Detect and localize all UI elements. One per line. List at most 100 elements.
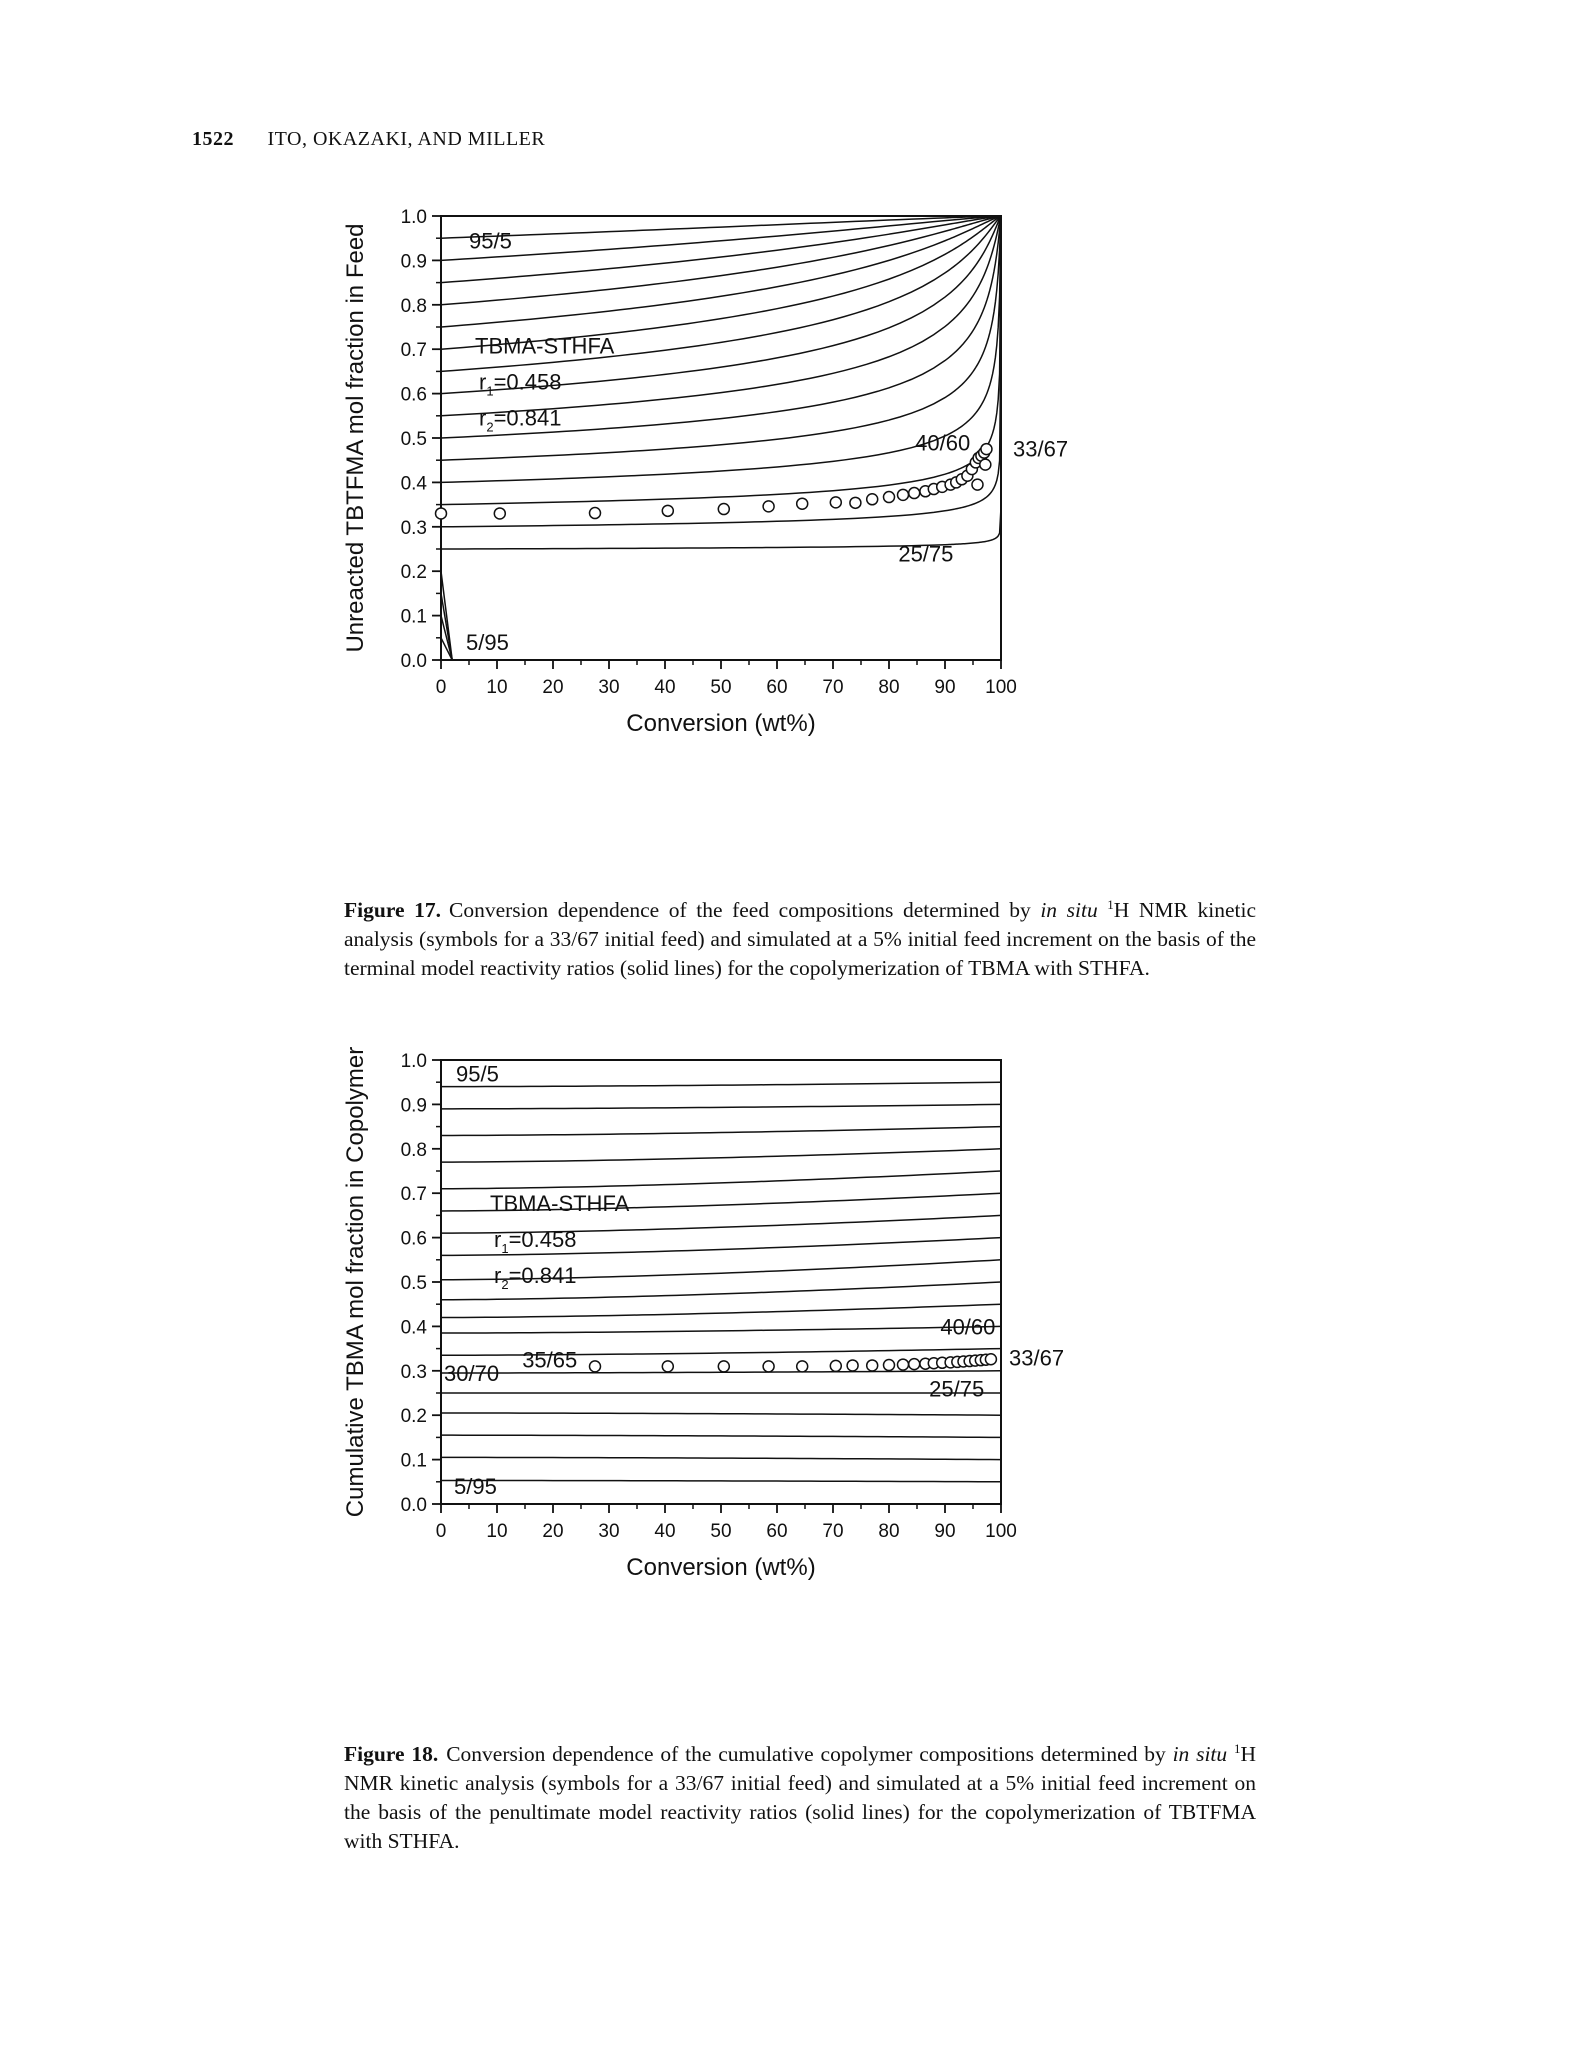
curve-label-33-67: 33/67	[1009, 1345, 1064, 1370]
y-tick-label-7: 0.7	[401, 340, 427, 361]
x-tick-label-1: 10	[486, 1521, 507, 1542]
series-line-10	[441, 1303, 1001, 1319]
x-tick-label-4: 40	[654, 677, 675, 698]
y-tick-label-6: 0.6	[401, 1229, 427, 1250]
series-line-2	[441, 216, 1001, 284]
series-line-18	[441, 637, 1001, 660]
figure-18-caption-text-2: H NMR kinetic analysis (symbols for a 33…	[344, 1742, 1256, 1853]
y-tick-label-5: 0.5	[401, 1273, 427, 1294]
y-tick-label-9: 0.9	[401, 1095, 427, 1116]
y-tick-label-10: 1.0	[401, 207, 427, 228]
data-point-10	[882, 490, 896, 504]
y-tick-label-1: 0.1	[401, 607, 427, 628]
series-line-1	[441, 216, 1001, 262]
x-tick-label-6: 60	[766, 1521, 787, 1542]
y-tick-label-0: 0.0	[401, 651, 427, 672]
r2-subscript: 2	[501, 1277, 508, 1292]
x-tick-label-9: 90	[934, 677, 955, 698]
data-point-3	[661, 504, 675, 518]
y-tick-label-2: 0.2	[401, 1406, 427, 1427]
x-tick-label-2: 20	[542, 1521, 563, 1542]
series-line-10	[441, 216, 1001, 461]
curve-label-33-67: 33/67	[1013, 436, 1068, 461]
series-line-9	[441, 1281, 1001, 1301]
data-point-8	[882, 1358, 896, 1372]
data-point-21	[984, 1353, 998, 1366]
series-line-8	[441, 1259, 1001, 1281]
curve-label-30-70: 30/70	[444, 1361, 499, 1386]
figure-18-caption-text-1: Conversion dependence of the cumulative …	[446, 1742, 1173, 1766]
curve-label-35-65: 35/65	[522, 1348, 577, 1373]
running-head-authors: ITO, OKAZAKI, AND MILLER	[267, 128, 546, 150]
model-r1-label: r1=0.458	[494, 1227, 576, 1256]
figure-18-caption-in-situ: in situ	[1172, 1742, 1228, 1766]
figure-17: 0 10 20 30 40 50 60 70 80 90 100 0.0 0.1 0.2 0.3 0.4 0.5…	[330, 200, 1290, 900]
r2-subscript: 2	[486, 420, 493, 435]
x-tick-label-0: 0	[436, 1521, 447, 1542]
series-line-11	[441, 1325, 1001, 1334]
y-axis-label: Unreacted TBTFMA mol fraction in Feed	[342, 223, 369, 652]
y-tick-label-6: 0.6	[401, 385, 427, 406]
series-line-17	[441, 1456, 1001, 1461]
data-point-4	[795, 1360, 809, 1373]
y-tick-label-0: 0.0	[401, 1495, 427, 1516]
x-tick-label-10: 100	[985, 677, 1017, 698]
series-line-9	[441, 216, 1001, 439]
figure-17-caption-in-situ: in situ	[1040, 898, 1098, 922]
x-tick-label-5: 50	[710, 677, 731, 698]
y-tick-label-10: 1.0	[401, 1051, 427, 1072]
series-line-14	[441, 216, 1001, 550]
y-tick-label-3: 0.3	[401, 1362, 427, 1383]
data-point-1	[661, 1360, 675, 1373]
series-line-18	[441, 1479, 1001, 1483]
series-line-5	[441, 1192, 1001, 1212]
y-tick-label-4: 0.4	[401, 1317, 428, 1338]
model-r2-label: r2=0.841	[479, 406, 561, 435]
series-line-12	[441, 216, 1001, 506]
x-tick-label-7: 70	[822, 677, 843, 698]
series-line-13	[441, 216, 1001, 528]
figure-17-chart: 0 10 20 30 40 50 60 70 80 90 100 0.0 0.1 0.2 0.3 0.4 0.5…	[342, 207, 1068, 737]
y-tick-label-7: 0.7	[401, 1184, 427, 1205]
model-r2-label: r2=0.841	[494, 1263, 576, 1292]
y-axis-label: Cumulative TBMA mol fraction in Copolyme…	[342, 1047, 369, 1517]
data-point-7	[829, 496, 843, 509]
figure-17-caption-text-2: H NMR kinetic analysis (symbols for a 33…	[344, 898, 1256, 980]
y-tick-label-8: 0.8	[401, 1140, 427, 1161]
series-line-4	[441, 216, 1001, 328]
data-point-9	[865, 493, 879, 506]
series-line-2	[441, 1125, 1001, 1137]
curve-label-95-5: 95/5	[469, 228, 512, 253]
x-tick-label-3: 30	[598, 1521, 619, 1542]
y-tick-label-5: 0.5	[401, 429, 427, 450]
y-tick-label-4: 0.4	[401, 473, 428, 494]
r2-symbol: r	[494, 1263, 501, 1288]
series-line-11	[441, 216, 1001, 484]
y-tick-label-3: 0.3	[401, 518, 427, 539]
data-point-6	[846, 1359, 859, 1372]
series-line-7	[441, 216, 1001, 395]
x-tick-label-9: 90	[934, 1521, 955, 1542]
x-tick-label-0: 0	[436, 677, 447, 698]
r1-symbol: r	[479, 370, 486, 395]
r2-value: =0.841	[494, 406, 562, 431]
curve-label-95-5: 95/5	[456, 1061, 499, 1086]
x-tick-label-6: 60	[766, 677, 787, 698]
series-line-4	[441, 1170, 1001, 1190]
y-tick-label-9: 0.9	[401, 251, 427, 272]
data-point-7	[865, 1359, 879, 1372]
data-point-26	[971, 478, 984, 491]
data-point-10	[907, 1357, 921, 1371]
data-point-2	[717, 1360, 731, 1373]
figure-18-chart: 0 10 20 30 40 50 60 70 80 90 100 0.0 0.1 0.2 0.3 0.4 0.5…	[342, 1047, 1064, 1581]
figure-17-caption-space	[1098, 898, 1108, 922]
r2-symbol: r	[479, 406, 486, 431]
curve-label-40-60: 40/60	[940, 1314, 995, 1339]
data-point-5	[829, 1359, 843, 1373]
x-axis-label: Conversion (wt%)	[626, 1554, 815, 1581]
x-tick-label-5: 50	[710, 1521, 731, 1542]
series-line-0	[441, 216, 1001, 239]
x-tick-label-8: 80	[878, 677, 899, 698]
curve-label-40-60: 40/60	[915, 430, 970, 455]
data-point-2	[588, 506, 602, 520]
